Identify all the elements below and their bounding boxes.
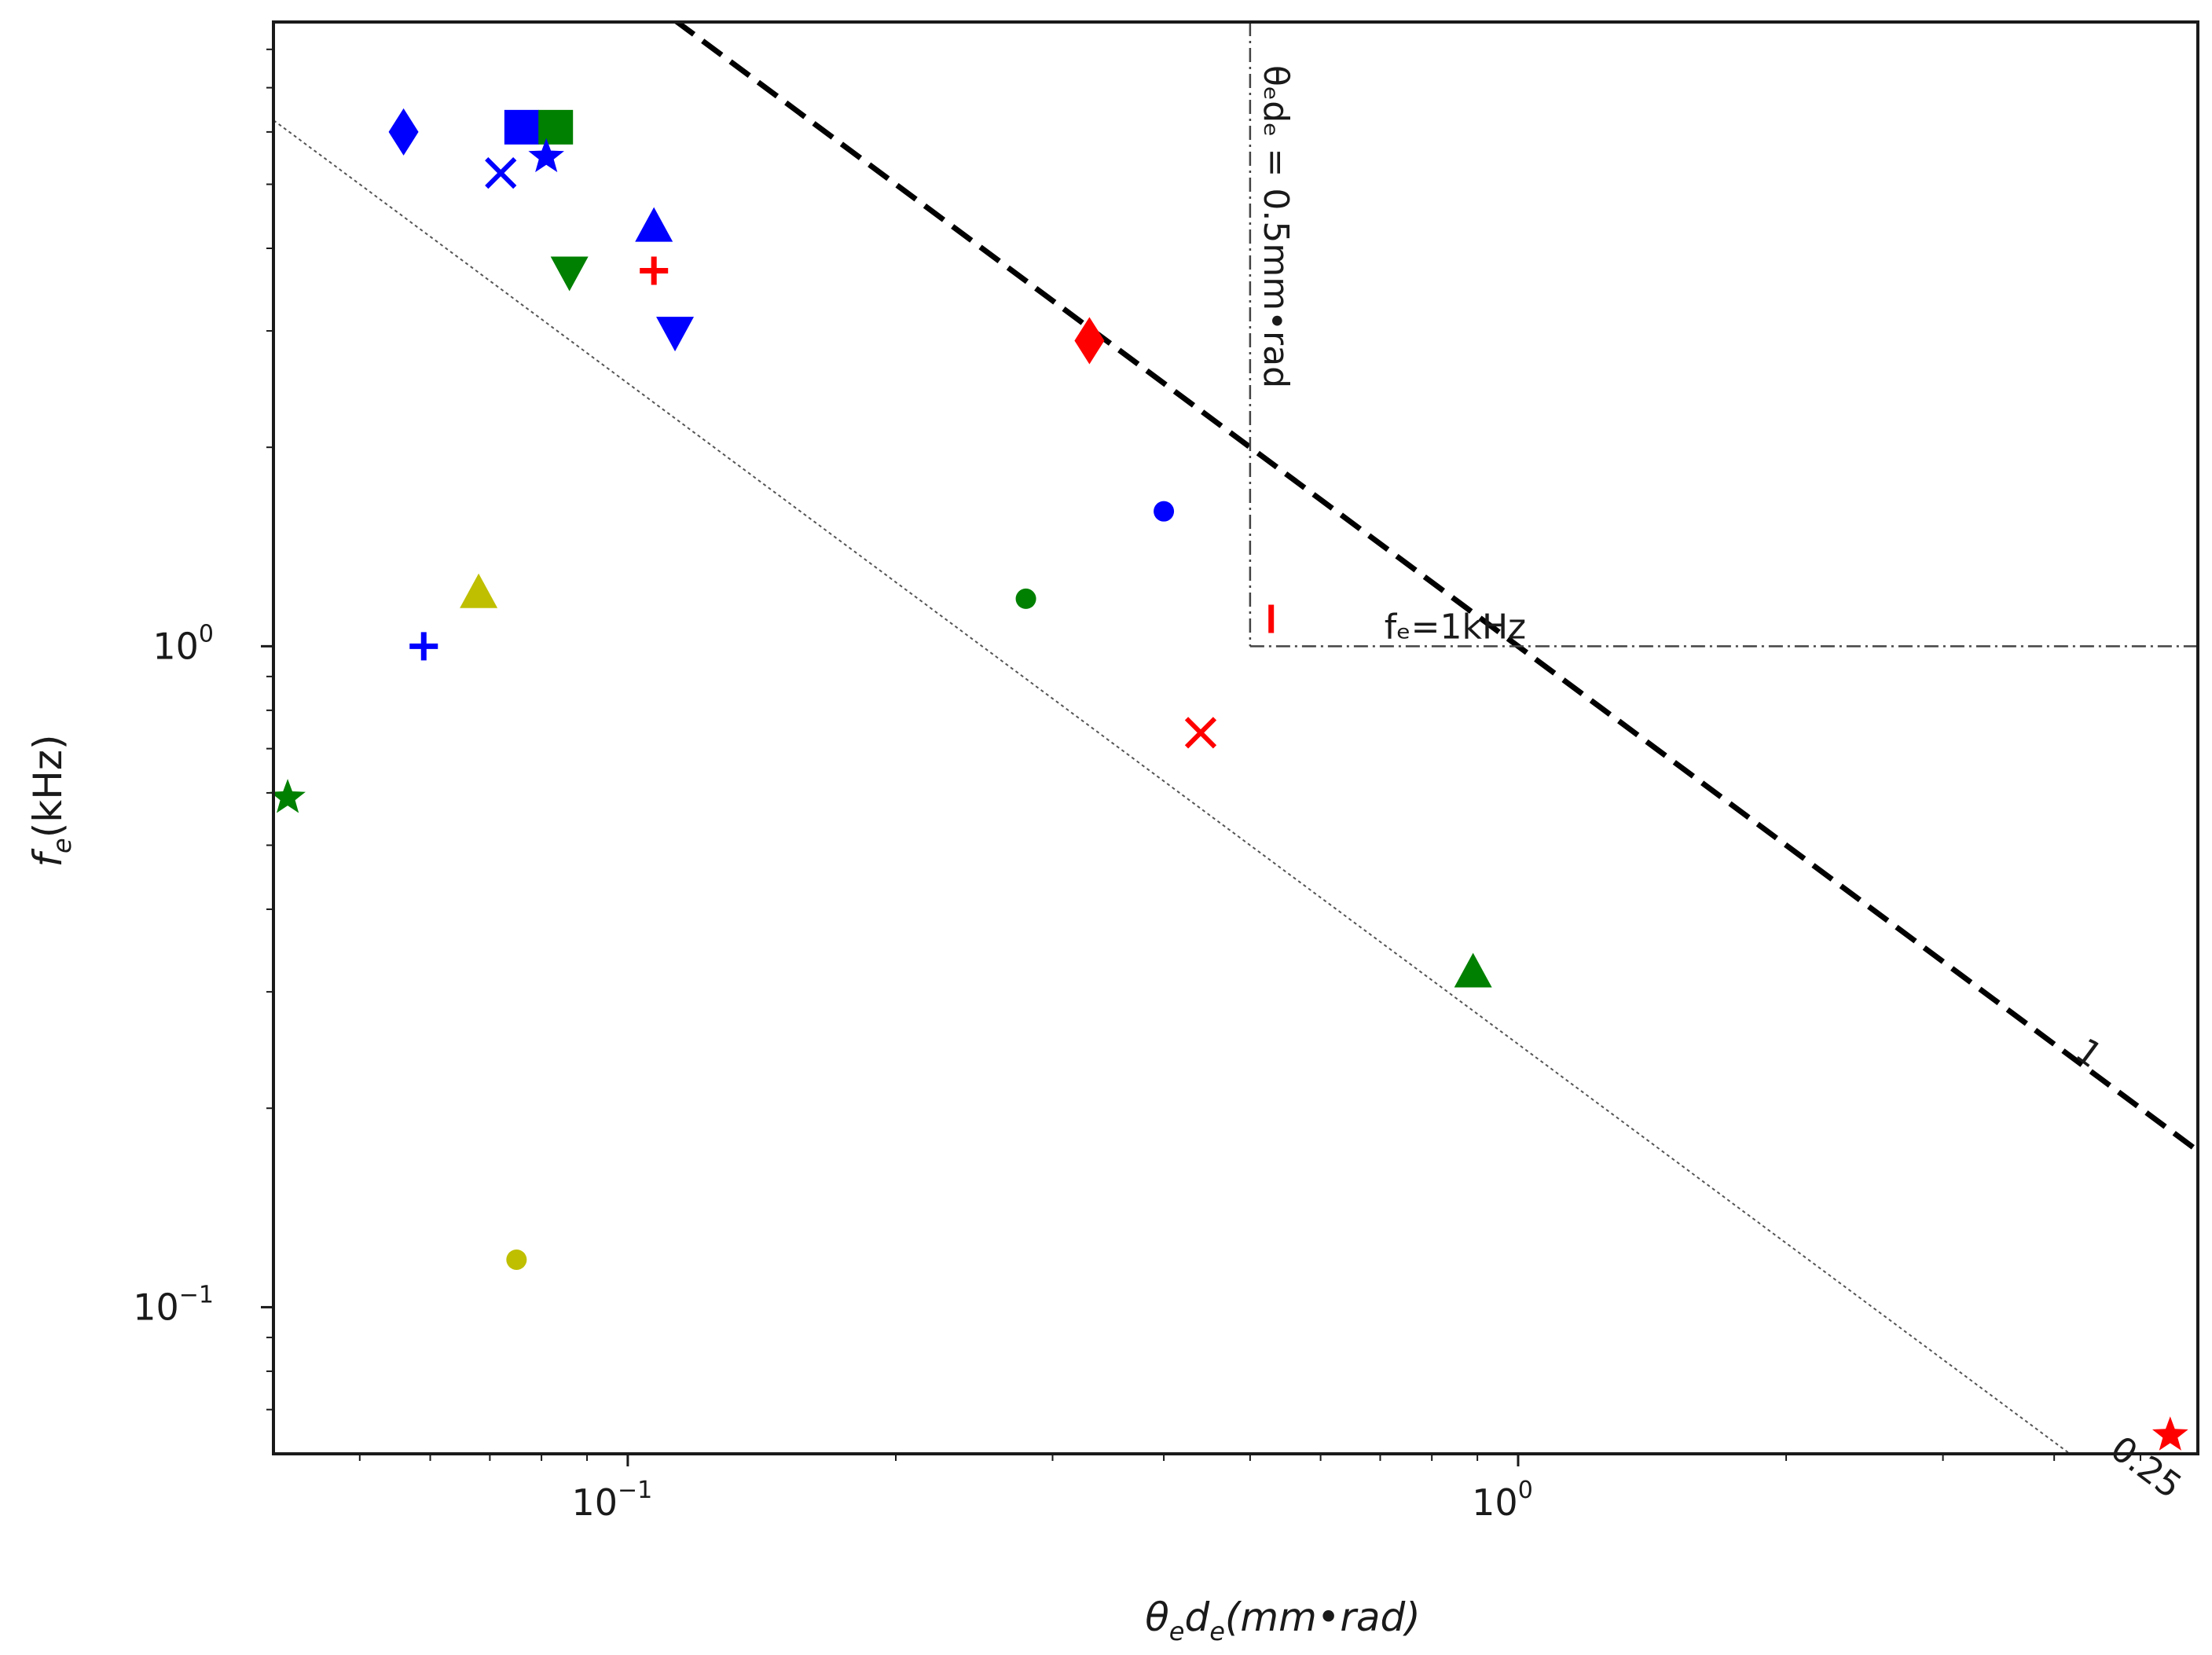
- x-tick-label: 10−1: [572, 1477, 653, 1524]
- x-axis-title-sub1: e: [1169, 1616, 1185, 1646]
- y-tick-label: 10−1: [133, 1281, 214, 1328]
- point-square: [504, 109, 539, 145]
- x-axis-title-sub2: e: [1209, 1616, 1225, 1646]
- x-axis-title-base: θ: [1145, 1594, 1169, 1640]
- plot-area-frame: [272, 20, 2199, 1455]
- y-tick-label-exp: −1: [179, 1281, 214, 1308]
- point-circle: [506, 1249, 527, 1270]
- point-triangle-down: [656, 317, 695, 352]
- x-axis-title: θede(mm•rad): [1145, 1594, 1421, 1646]
- x-axis-title-mid: d: [1184, 1594, 1209, 1640]
- point-diamond: [1074, 317, 1105, 365]
- point-star: [528, 138, 564, 173]
- y-tick-label-exp: 0: [199, 620, 214, 648]
- x-axis-title-unit: (mm•rad): [1225, 1594, 1421, 1640]
- point-plus: [409, 632, 438, 661]
- y-axis-title-unit: (kHz): [25, 734, 71, 838]
- point-triangle-up: [635, 207, 673, 242]
- point-x: [1184, 717, 1217, 749]
- x-tick-label-exp: −1: [618, 1477, 652, 1504]
- y-axis-title-sub: e: [47, 838, 77, 853]
- point-star: [2152, 1416, 2188, 1451]
- line-label-product-1: 1: [2068, 1031, 2110, 1077]
- line-product-1: [672, 22, 2198, 1154]
- y-axis-title: fe(kHz): [25, 734, 77, 867]
- point-star: [270, 779, 306, 813]
- data-points: [270, 108, 2188, 1451]
- point-triangle-up: [1454, 952, 1492, 988]
- threshold-horizontal-label: fₑ=1kHz: [1385, 607, 1526, 647]
- point-triangle-up: [460, 573, 498, 608]
- point-circle: [1154, 501, 1175, 522]
- point-diamond: [388, 108, 419, 156]
- point-circle: [1015, 588, 1036, 609]
- line-product-0.25: [273, 119, 2071, 1454]
- point-plus: [640, 256, 669, 285]
- point-triangle-down: [550, 256, 589, 292]
- x-tick-label-exp: 0: [1518, 1477, 1533, 1504]
- y-tick-label: 100: [152, 620, 214, 667]
- x-tick-label: 100: [1472, 1477, 1533, 1524]
- reference-lines: [273, 22, 2198, 1454]
- point-square: [538, 109, 574, 145]
- threshold-vertical-label: θₑdₑ = 0.5mm•rad: [1256, 65, 1296, 388]
- point-x: [485, 157, 517, 189]
